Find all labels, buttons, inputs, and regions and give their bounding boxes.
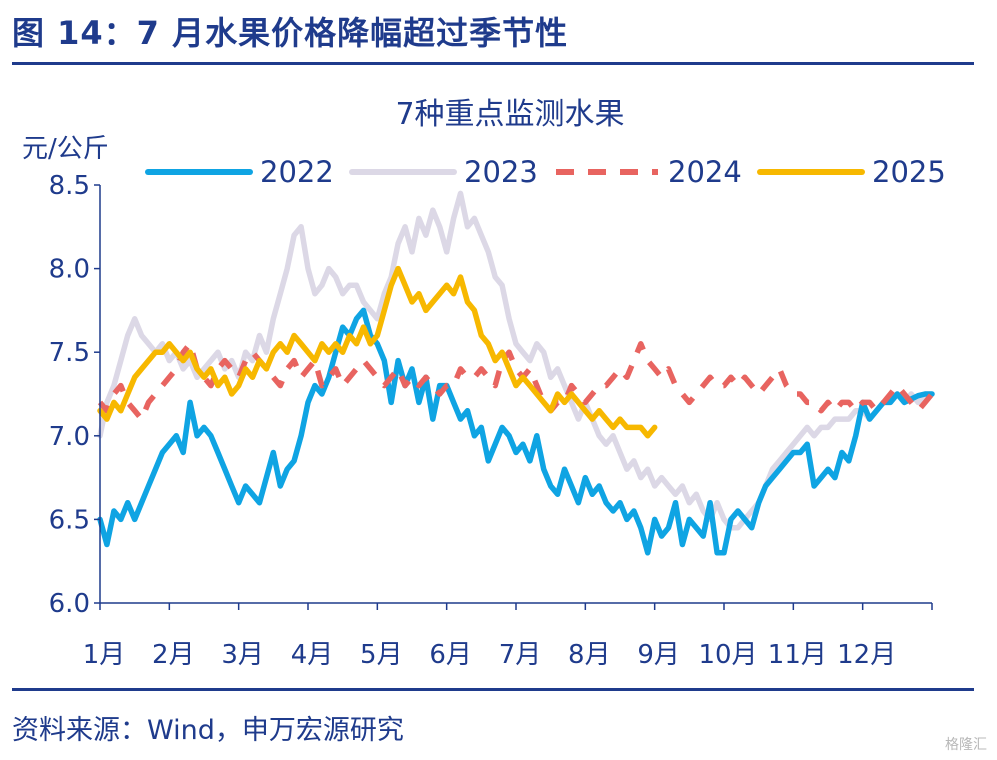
series-line-2025 xyxy=(97,265,658,439)
x-tick-label: 5月 xyxy=(360,640,403,670)
series-line-2022 xyxy=(97,307,935,556)
legend-label-2025: 2025 xyxy=(872,155,946,189)
y-tick-label: 8.0 xyxy=(49,255,90,285)
watermark-logo: 格隆汇 xyxy=(945,737,987,753)
x-tick-label: 4月 xyxy=(291,640,334,670)
source-note: 资料来源：Wind，申万宏源研究 xyxy=(12,715,404,746)
x-tick-label: 10月 xyxy=(698,640,757,670)
x-tick-label: 12月 xyxy=(837,640,896,670)
x-tick-label: 9月 xyxy=(637,640,680,670)
x-tick-label: 1月 xyxy=(83,640,126,670)
y-tick-label: 7.5 xyxy=(49,338,90,368)
x-tick-label: 2月 xyxy=(152,640,195,670)
chart-title: 7种重点监测水果 xyxy=(395,97,624,132)
legend: 2022 2023 2024 2025 xyxy=(145,155,946,189)
x-tick-label: 8月 xyxy=(568,640,611,670)
y-tick-label: 7.0 xyxy=(49,422,90,452)
y-tick-label: 6.0 xyxy=(49,589,90,619)
y-axis-label: 元/公斤 xyxy=(22,134,109,164)
x-tick-label: 6月 xyxy=(429,640,472,670)
top-rule xyxy=(12,62,974,65)
axes: 6.0 6.5 7.0 7.5 8.0 8.5 1月 2月 3月 4月 5月 6月 7月 8月 9月 10月 1… xyxy=(49,171,933,670)
legend-label-2024: 2024 xyxy=(668,155,742,189)
figure-title: 图 14：7 月水果价格降幅超过季节性 xyxy=(12,14,569,52)
series-layer xyxy=(97,190,935,556)
legend-label-2022: 2022 xyxy=(260,155,334,189)
fruit-price-chart: 7种重点监测水果 元/公斤 2022 2023 2024 2025 6.0 6.5 7.0… xyxy=(22,97,946,670)
legend-label-2023: 2023 xyxy=(464,155,538,189)
x-tick-label: 11月 xyxy=(768,640,827,670)
y-tick-label: 6.5 xyxy=(49,505,90,535)
series-line-2023 xyxy=(97,190,935,531)
y-tick-label: 8.5 xyxy=(49,171,90,201)
x-tick-label: 7月 xyxy=(499,640,542,670)
x-tick-label: 3月 xyxy=(221,640,264,670)
bottom-rule xyxy=(12,688,974,691)
